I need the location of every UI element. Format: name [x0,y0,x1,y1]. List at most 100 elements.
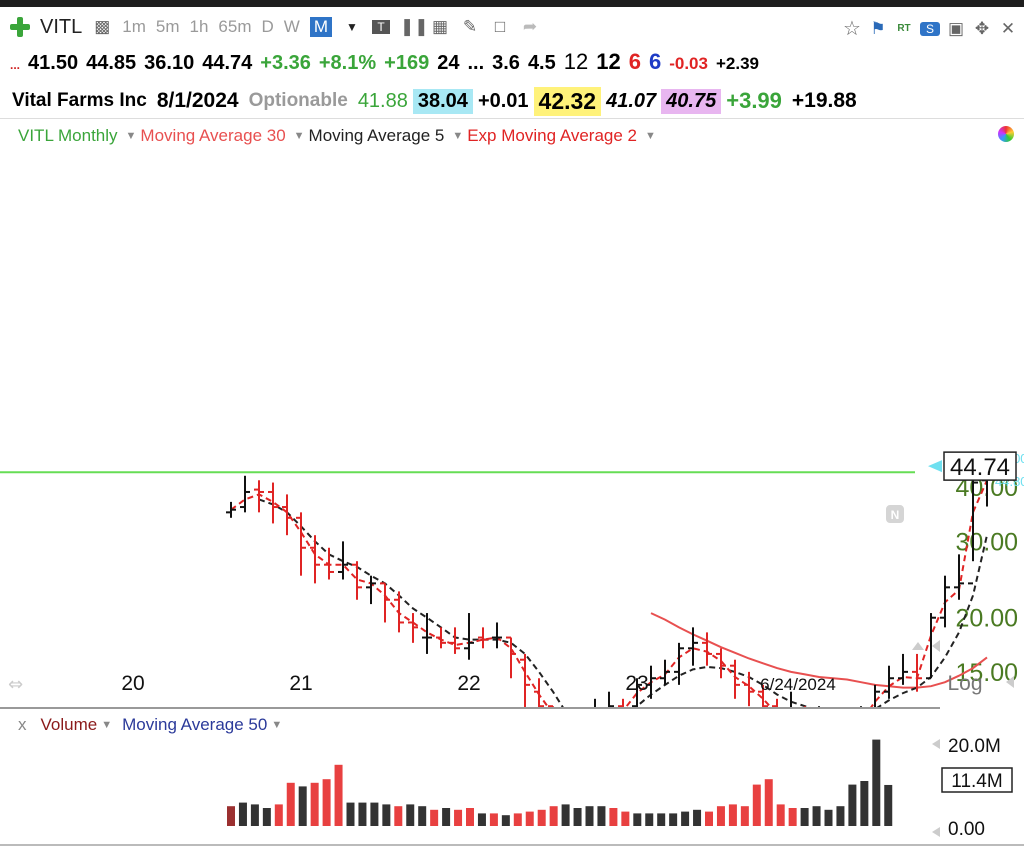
x-tick-label: 20 [121,672,144,695]
volume-bar [358,802,367,826]
timeframe-w[interactable]: W [283,17,300,36]
eraser-icon[interactable]: □ [494,17,506,36]
chevron-down-icon[interactable]: ▼ [452,130,464,142]
timeframe-5m[interactable]: 5m [155,17,180,36]
close-icon[interactable]: ✕ [1000,18,1016,38]
x-tick-label: 22 [457,672,480,695]
scroll-right-icon [932,640,940,652]
chevron-down-icon[interactable]: ▼ [293,130,305,142]
grid-icon[interactable]: ▦ [431,17,449,36]
chevron-down-icon[interactable]: ▼ [645,130,656,142]
x-tick-label: 6/24/2024 [760,675,836,694]
quote-c2: 38.04 [412,88,473,114]
quote-change-pct: +8.1% [318,52,377,74]
volume-label[interactable]: Volume [40,715,98,734]
ohlc-bar [954,554,964,600]
volume-bar [681,811,690,826]
volume-bar [776,804,785,826]
volume-bar [262,808,271,826]
quote-c1: 41.88 [357,89,408,112]
quote-c6: 40.75 [661,88,722,114]
settings-icon[interactable]: S [920,21,940,36]
timeframe-1m[interactable]: 1m [122,17,146,36]
volume-bar [860,781,869,826]
scroll-up-icon [912,642,924,650]
legend-ema2[interactable]: Exp Moving Average 2 [467,126,638,145]
ohlc-bar [660,659,670,685]
quote-c8: +19.88 [791,89,857,112]
collapse-icon [1006,676,1014,688]
quote-row-2: Vital Farms Inc 8/1/2024 Optionable 41.8… [12,86,862,116]
move-icon[interactable]: ✥ [974,18,990,38]
quote-close: 44.74 [202,52,253,74]
volume-bar [657,813,666,826]
palette-icon[interactable] [998,126,1014,142]
ohlc-bar [912,653,922,692]
symbol-input[interactable]: VITL [40,15,83,38]
current-price-label: 44.74 [950,454,1010,481]
ohlc-bar [688,627,698,666]
chevron-down-icon[interactable]: ▼ [271,719,283,731]
share-icon[interactable]: ➦ [522,17,538,36]
volume-bar [764,779,773,826]
ohlc-bar [408,613,418,643]
ohlc-bar [296,512,306,576]
volume-bar [334,764,343,826]
legend-symbol[interactable]: VITL Monthly [18,126,118,145]
bar-style-icon[interactable]: ❚❚ [400,17,429,36]
ohlc-bar [898,653,908,685]
save-icon[interactable]: ▣ [947,18,965,38]
legend-ma5[interactable]: Moving Average 5 [308,126,445,145]
volume-bar [645,813,654,826]
add-symbol-icon[interactable] [10,17,30,37]
timeframe-d[interactable]: D [261,17,274,36]
rt-icon[interactable]: RT [897,23,911,34]
close-pane-icon[interactable]: x [18,715,27,734]
volume-bar [238,802,247,826]
volume-bar [418,806,427,826]
volume-bar [872,739,881,826]
current-price-box [943,451,1017,481]
legend-ma30[interactable]: Moving Average 30 [140,126,286,145]
volume-bar [430,809,439,826]
optionable-label: Optionable [248,90,348,111]
chevron-down-icon[interactable]: ▼ [125,130,137,142]
cube-icon[interactable]: ▩ [94,17,111,36]
ohlc-bar [772,698,778,707]
quote-dots: ... [10,58,21,72]
volume-chart[interactable]: 20.0M 11.4M 0.00 [0,736,1024,844]
quote-c4: 42.32 [533,86,602,116]
volume-bar [370,802,379,826]
ohlc-bar [450,627,460,654]
flag-icon[interactable]: ⚑ [870,18,886,38]
ohlc-bar [730,659,740,699]
ohlc-bar [268,482,278,524]
text-tool-icon[interactable]: T [372,20,390,34]
ohlc-bar [282,494,292,536]
timeframe-1h[interactable]: 1h [189,17,209,36]
star-icon[interactable]: ☆ [843,18,861,40]
volume-bar [884,784,893,826]
volume-current-label: 11.4M [951,771,1002,792]
price-chart[interactable]: 10.0015.0020.0030.0040.0045.0043.3044.80… [0,152,1024,707]
ohlc-bar [968,478,978,585]
volume-bar [585,806,594,826]
quote-v8: 6 [628,49,641,74]
volume-bar [466,808,474,826]
y-tick-label: 30.00 [955,528,1018,556]
quote-v6: 12 [563,49,589,74]
pencil-icon[interactable]: ✎ [462,17,478,36]
timeframe-m[interactable]: M [309,17,332,37]
volume-bar [800,808,809,826]
quote-v1: +169 [384,52,430,74]
news-marker-label: N [891,508,900,522]
ohlc-bar [422,613,432,654]
volume-bar [788,808,797,826]
chevron-down-icon[interactable]: ▼ [101,719,113,731]
quote-v3: ... [467,52,485,74]
ohlc-bar [534,678,544,707]
chevron-down-icon[interactable]: ▼ [346,20,358,34]
timeframe-65m[interactable]: 65m [218,17,252,36]
pane-divider[interactable] [0,707,940,709]
volume-ma-label[interactable]: Moving Average 50 [122,715,268,734]
